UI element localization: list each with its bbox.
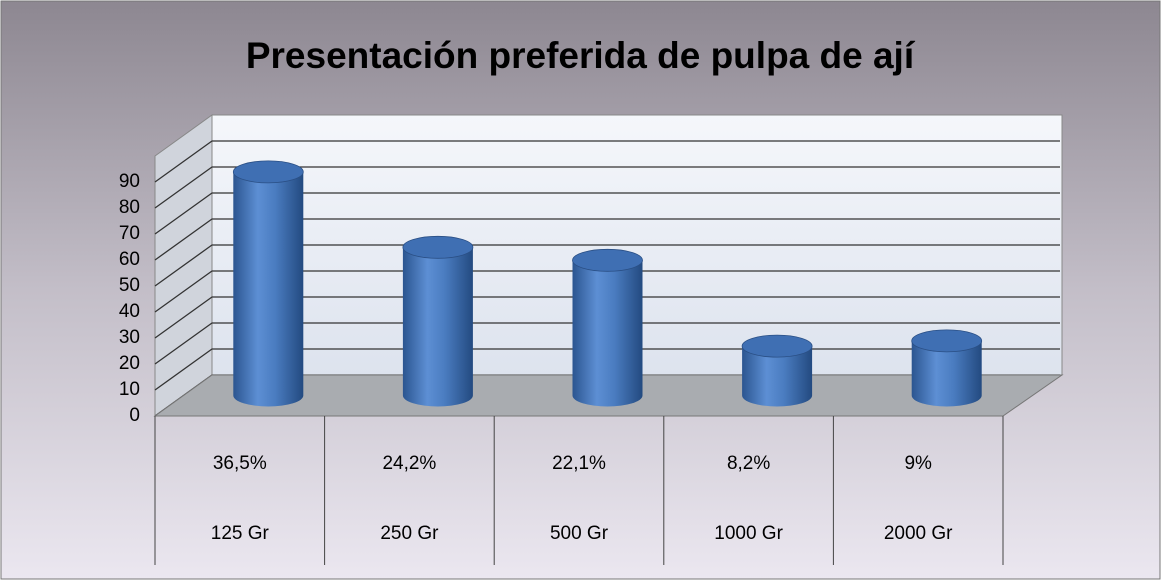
bar xyxy=(232,160,304,407)
cylinder-top xyxy=(232,160,304,184)
grid-line xyxy=(154,296,1060,339)
percentage-label: 36,5% xyxy=(213,453,267,474)
grid-line xyxy=(154,140,1060,183)
percentage-label: 8,2% xyxy=(727,453,770,474)
bar xyxy=(741,334,813,407)
chart-title: Presentación preferida de pulpa de ají xyxy=(246,35,916,76)
x-tick-label: 500 Gr xyxy=(550,523,609,544)
bar xyxy=(911,329,983,407)
cylinder-body xyxy=(911,340,982,407)
grid-line xyxy=(154,192,1060,235)
percentage-label: 24,2% xyxy=(382,453,436,474)
bar xyxy=(402,235,474,407)
y-tick-label: 0 xyxy=(129,405,140,426)
data-table xyxy=(154,416,1004,565)
cylinder-body xyxy=(742,346,813,407)
cylinder-body xyxy=(572,260,643,407)
y-tick-label: 60 xyxy=(119,249,140,270)
grid-line xyxy=(154,218,1060,261)
grid-line xyxy=(154,270,1060,313)
x-tick-label: 2000 Gr xyxy=(884,523,953,544)
cylinder-top xyxy=(572,248,643,272)
x-tick-label: 125 Gr xyxy=(211,523,270,544)
cylinder-top xyxy=(741,334,813,358)
cylinder-top xyxy=(911,329,983,353)
y-tick-label: 90 xyxy=(119,171,140,192)
y-tick-label: 20 xyxy=(119,353,140,374)
y-tick-label: 10 xyxy=(119,379,140,400)
grid-line xyxy=(154,166,1060,209)
y-tick-label: 40 xyxy=(119,301,140,322)
y-tick-label: 80 xyxy=(119,197,140,218)
cylinder-body xyxy=(233,171,304,407)
y-tick-label: 50 xyxy=(119,275,140,296)
percentage-label: 22,1% xyxy=(552,453,606,474)
cylinder-top xyxy=(402,235,474,259)
cylinder-body xyxy=(402,247,473,407)
y-tick-label: 70 xyxy=(119,223,140,244)
x-tick-label: 250 Gr xyxy=(380,523,439,544)
x-tick-label: 1000 Gr xyxy=(714,523,783,544)
grid-line xyxy=(154,322,1060,365)
grid-line xyxy=(154,244,1060,287)
y-tick-label: 30 xyxy=(119,327,140,348)
bar xyxy=(572,248,643,407)
percentage-label: 9% xyxy=(904,453,932,474)
